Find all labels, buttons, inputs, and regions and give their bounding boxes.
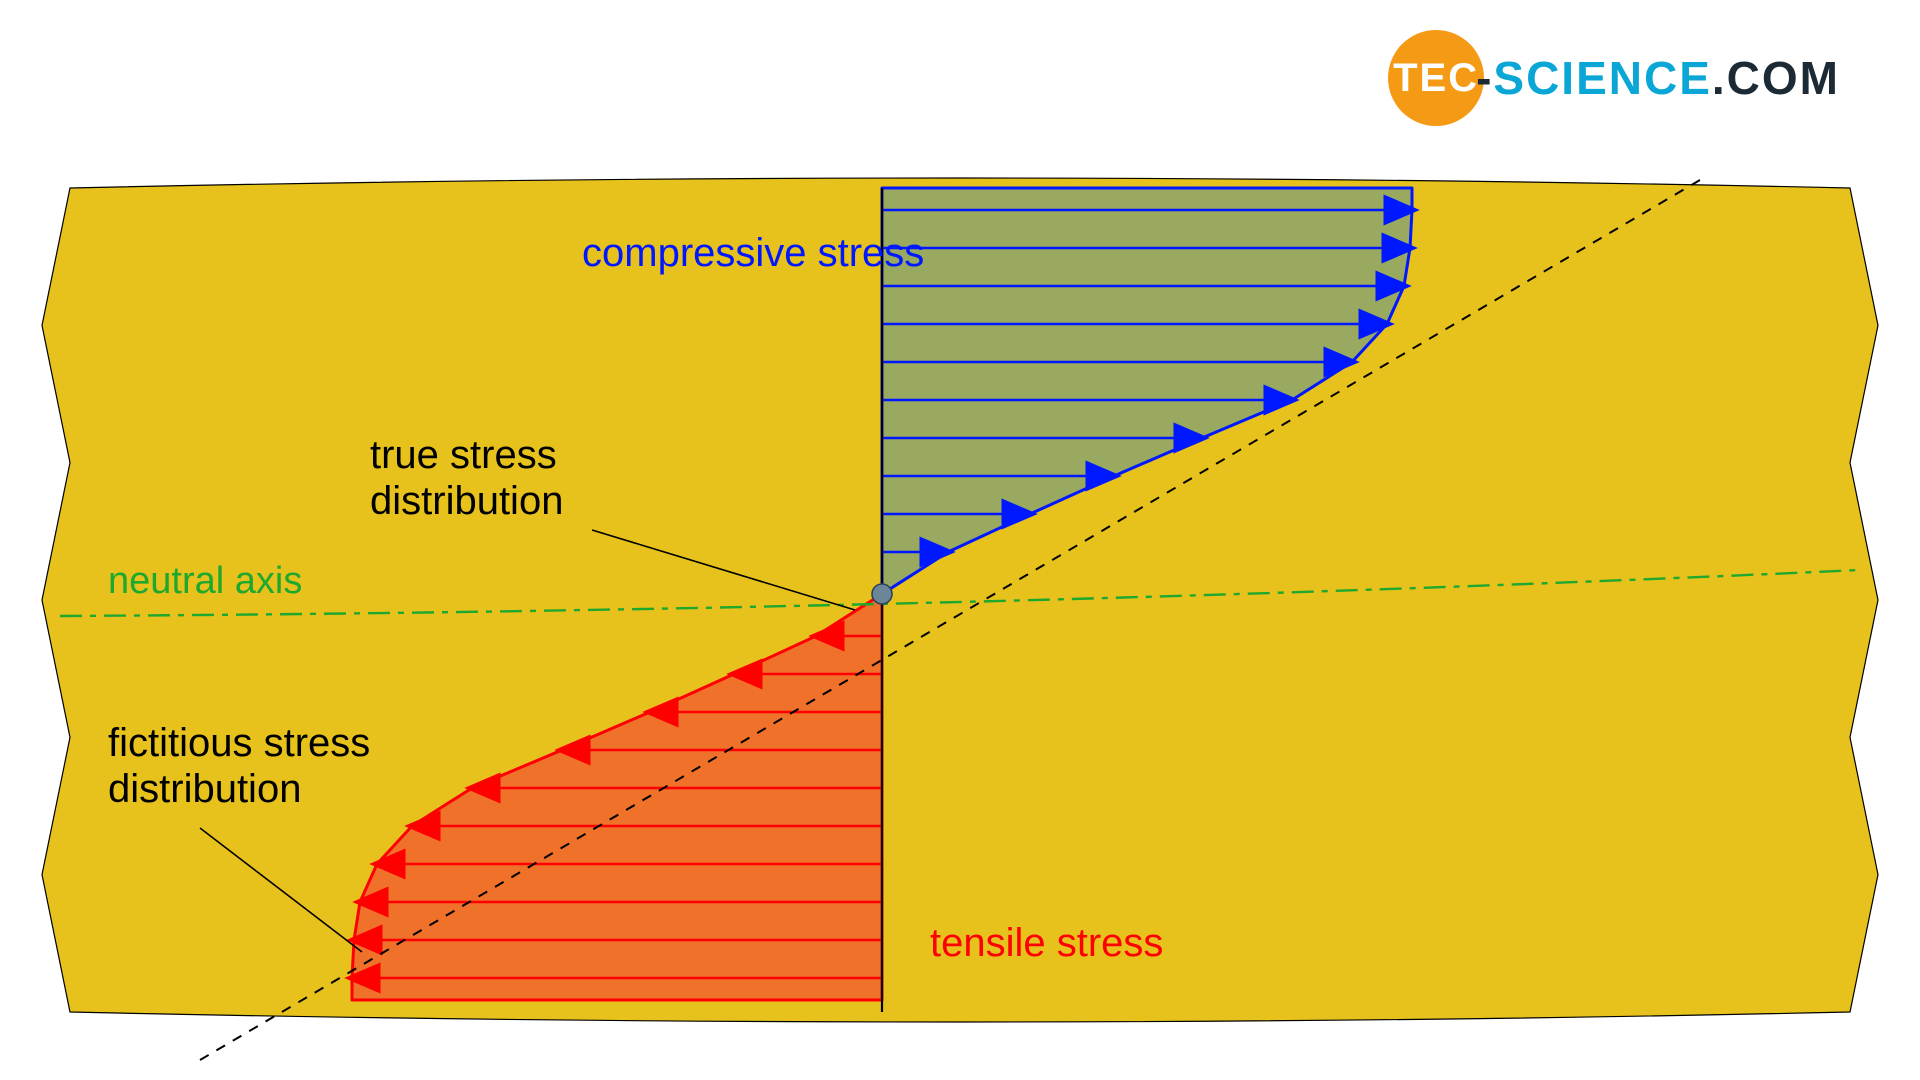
logo: TEC -SCIENCE.COM <box>1388 30 1840 126</box>
fictitious-stress-label: fictitious stressdistribution <box>108 720 370 812</box>
tensile-stress-label: tensile stress <box>930 920 1163 966</box>
compressive-stress-label: compressive stress <box>582 230 924 276</box>
logo-text: -SCIENCE.COM <box>1476 51 1840 105</box>
true-stress-label: true stressdistribution <box>370 432 563 524</box>
diagram-canvas <box>0 0 1920 1080</box>
center-dot <box>872 584 892 604</box>
neutral-axis-label: neutral axis <box>108 560 302 604</box>
logo-circle: TEC <box>1388 30 1484 126</box>
